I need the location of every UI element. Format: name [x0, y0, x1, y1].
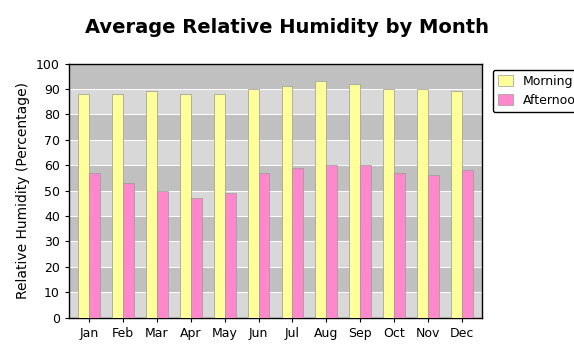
Bar [69, 89, 482, 114]
Bar [69, 292, 482, 318]
Bar [316, 81, 327, 318]
Bar [258, 173, 269, 318]
Bar [69, 140, 482, 165]
Bar [462, 170, 472, 318]
Bar [451, 91, 462, 318]
Bar [89, 173, 100, 318]
Legend: Morning, Afternoon: Morning, Afternoon [492, 70, 574, 112]
Bar [360, 165, 371, 318]
Bar [69, 241, 482, 267]
Text: Average Relative Humidity by Month: Average Relative Humidity by Month [85, 18, 489, 37]
Bar [191, 198, 201, 318]
Bar [248, 89, 258, 318]
Bar [350, 84, 360, 318]
Bar [157, 191, 168, 318]
Bar [417, 89, 428, 318]
Bar [123, 183, 134, 318]
Bar [282, 86, 293, 318]
Bar [224, 193, 235, 318]
Bar [428, 175, 439, 318]
Bar [327, 165, 337, 318]
Y-axis label: Relative Humidity (Percentage): Relative Humidity (Percentage) [17, 82, 30, 299]
Bar [383, 89, 394, 318]
Bar [214, 94, 224, 318]
Bar [293, 168, 303, 318]
Bar [69, 216, 482, 241]
Bar [113, 94, 123, 318]
Bar [394, 173, 405, 318]
Bar [79, 94, 89, 318]
Bar [146, 91, 157, 318]
Bar [69, 165, 482, 191]
Bar [69, 64, 482, 89]
Bar [69, 267, 482, 292]
Bar [69, 191, 482, 216]
Bar [69, 114, 482, 140]
Bar [180, 94, 191, 318]
